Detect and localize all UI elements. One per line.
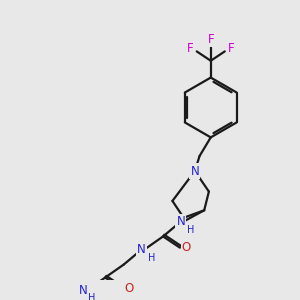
Text: N: N [137,243,146,256]
Text: F: F [207,33,214,46]
Text: H: H [88,293,96,300]
Text: N: N [176,215,185,228]
Text: O: O [124,282,133,295]
Text: H: H [148,253,156,263]
Text: F: F [187,42,194,55]
Text: N: N [79,284,88,297]
Text: O: O [182,241,191,254]
Text: F: F [228,42,235,55]
Text: H: H [188,225,195,235]
Text: N: N [190,164,199,178]
